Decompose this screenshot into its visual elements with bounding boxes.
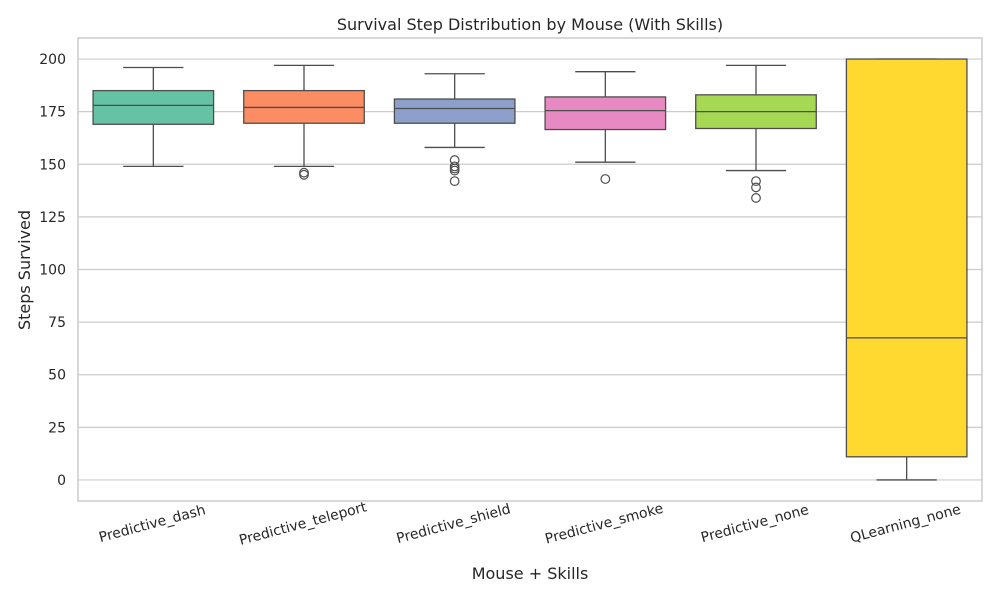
box-iqr	[845, 58, 968, 458]
outlier-point	[449, 161, 460, 172]
y-tick-label: 175	[39, 105, 66, 121]
y-tick-label: 100	[39, 263, 66, 279]
plot-frame	[77, 37, 983, 502]
y-axis-title: Steps Survived	[15, 210, 34, 330]
y-tick-label: 0	[57, 473, 66, 489]
outlier-point	[299, 167, 309, 178]
outlier-point	[600, 174, 611, 184]
x-tick-label: Predictive_smoke	[543, 501, 665, 548]
box-iqr	[393, 98, 516, 124]
outlier-point	[449, 155, 460, 165]
chart-title: Survival Step Distribution by Mouse (Wit…	[337, 15, 723, 34]
box-iqr	[92, 89, 215, 125]
outlier-point	[449, 176, 460, 187]
y-tick-label: 125	[39, 210, 66, 226]
y-tick-label: 150	[39, 157, 66, 173]
outlier-point	[751, 182, 761, 193]
box-iqr	[544, 96, 667, 131]
x-tick-label: Predictive_dash	[97, 502, 207, 546]
x-tick-label: QLearning_none	[849, 502, 963, 547]
y-tick-label: 50	[48, 368, 66, 384]
y-tick-label: 25	[48, 420, 66, 436]
y-tick-label: 75	[48, 315, 66, 331]
x-tick-label: Predictive_none	[699, 502, 810, 546]
x-axis-title: Mouse + Skills	[472, 564, 589, 583]
x-tick-label: Predictive_shield	[395, 501, 513, 547]
x-tick-label: Predictive_teleport	[237, 499, 368, 549]
y-tick-label: 200	[39, 52, 66, 68]
outlier-point	[751, 193, 761, 203]
outlier-point	[751, 176, 761, 187]
